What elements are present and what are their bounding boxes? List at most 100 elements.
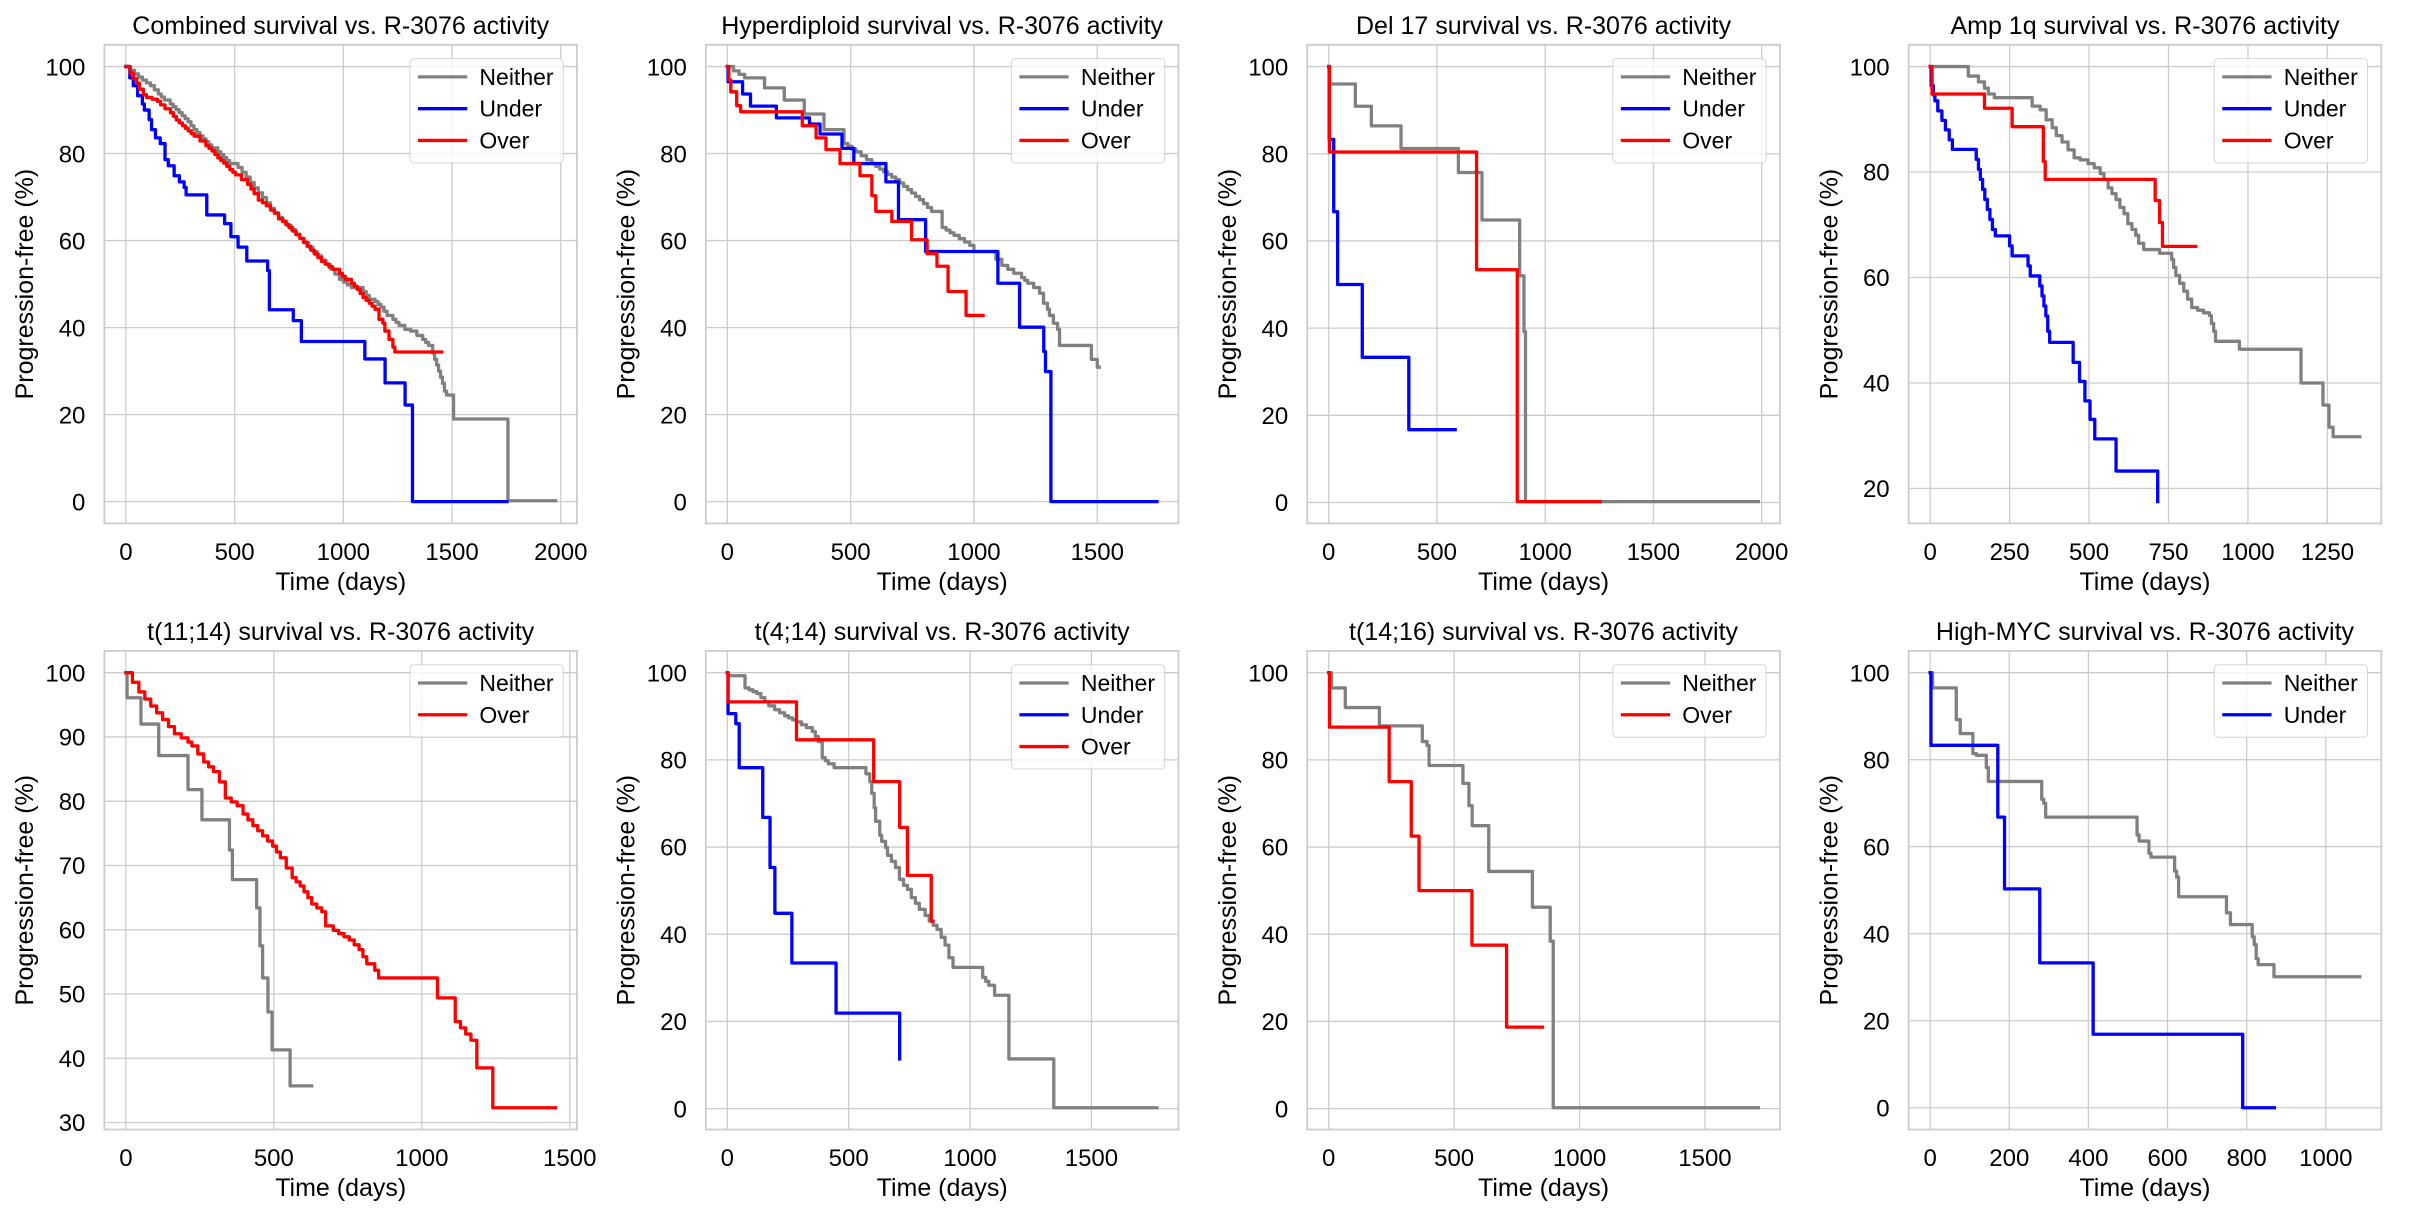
svg-text:1000: 1000	[317, 539, 370, 566]
svg-text:Time (days): Time (days)	[2079, 1174, 2210, 1202]
svg-text:1500: 1500	[1071, 539, 1124, 566]
svg-text:0: 0	[1322, 1145, 1335, 1172]
svg-text:0: 0	[721, 1145, 734, 1172]
svg-text:100: 100	[1850, 54, 1890, 81]
svg-text:20: 20	[1262, 1009, 1289, 1036]
svg-text:Under: Under	[1081, 702, 1144, 728]
svg-text:Under: Under	[2284, 96, 2347, 122]
svg-text:Neither: Neither	[479, 64, 553, 90]
svg-text:500: 500	[1434, 1145, 1474, 1172]
svg-text:t(11;14) survival vs. R-3076 a: t(11;14) survival vs. R-3076 activity	[147, 618, 535, 646]
svg-text:40: 40	[660, 315, 687, 342]
svg-text:Progression-free (%): Progression-free (%)	[1214, 775, 1242, 1006]
svg-text:100: 100	[45, 54, 85, 81]
svg-text:80: 80	[660, 748, 687, 775]
svg-text:100: 100	[647, 54, 687, 81]
svg-text:100: 100	[1248, 660, 1288, 687]
svg-text:800: 800	[2227, 1145, 2267, 1172]
svg-text:0: 0	[119, 539, 132, 566]
svg-text:Neither: Neither	[1081, 670, 1155, 696]
svg-text:500: 500	[829, 1145, 869, 1172]
svg-text:0: 0	[1275, 490, 1288, 517]
svg-text:400: 400	[2068, 1145, 2108, 1172]
svg-text:80: 80	[660, 141, 687, 168]
svg-text:Over: Over	[479, 128, 529, 154]
svg-text:0: 0	[1923, 539, 1936, 566]
svg-text:1500: 1500	[1627, 539, 1680, 566]
svg-text:0: 0	[673, 489, 686, 516]
svg-text:200: 200	[1989, 1145, 2029, 1172]
svg-text:60: 60	[1262, 835, 1289, 862]
svg-text:500: 500	[831, 539, 871, 566]
svg-text:80: 80	[59, 789, 86, 816]
svg-text:40: 40	[59, 1046, 86, 1073]
svg-text:750: 750	[2148, 539, 2188, 566]
svg-text:0: 0	[72, 489, 85, 516]
svg-text:40: 40	[1863, 371, 1890, 398]
svg-text:Over: Over	[2284, 128, 2334, 154]
svg-text:500: 500	[2069, 539, 2109, 566]
svg-text:500: 500	[1417, 539, 1457, 566]
svg-text:0: 0	[1275, 1096, 1288, 1123]
svg-text:Neither: Neither	[1682, 64, 1756, 90]
svg-text:600: 600	[2148, 1145, 2188, 1172]
svg-text:1500: 1500	[1678, 1145, 1731, 1172]
svg-text:20: 20	[1262, 403, 1289, 430]
svg-text:1000: 1000	[2221, 539, 2274, 566]
svg-text:1500: 1500	[425, 539, 478, 566]
svg-text:Progression-free (%): Progression-free (%)	[613, 169, 641, 400]
svg-text:30: 30	[59, 1110, 86, 1137]
svg-text:1000: 1000	[2299, 1145, 2352, 1172]
svg-text:1000: 1000	[395, 1145, 448, 1172]
svg-text:1500: 1500	[1065, 1145, 1118, 1172]
svg-text:100: 100	[647, 660, 687, 687]
svg-text:20: 20	[660, 1009, 687, 1036]
svg-text:90: 90	[59, 725, 86, 752]
svg-text:Progression-free (%): Progression-free (%)	[1214, 169, 1242, 400]
svg-text:1000: 1000	[1518, 539, 1571, 566]
svg-text:Time (days): Time (days)	[877, 568, 1008, 596]
svg-text:Del 17 survival vs. R-3076 act: Del 17 survival vs. R-3076 activity	[1356, 12, 1732, 40]
svg-text:Neither: Neither	[2284, 670, 2358, 696]
svg-text:80: 80	[59, 141, 86, 168]
svg-text:Over: Over	[479, 702, 529, 728]
svg-text:60: 60	[59, 228, 86, 255]
svg-text:Hyperdiploid survival vs. R-30: Hyperdiploid survival vs. R-3076 activit…	[721, 12, 1163, 40]
svg-text:60: 60	[1262, 229, 1289, 256]
svg-text:Time (days): Time (days)	[1478, 568, 1609, 596]
svg-text:Progression-free (%): Progression-free (%)	[613, 775, 641, 1006]
svg-text:2000: 2000	[534, 539, 587, 566]
svg-text:60: 60	[660, 228, 687, 255]
svg-text:1000: 1000	[1553, 1145, 1606, 1172]
svg-text:Time (days): Time (days)	[2079, 568, 2210, 596]
svg-text:250: 250	[1990, 539, 2030, 566]
svg-text:100: 100	[1248, 54, 1288, 81]
svg-text:Over: Over	[1682, 128, 1732, 154]
svg-text:20: 20	[1863, 476, 1890, 503]
svg-text:40: 40	[1863, 921, 1890, 948]
svg-text:20: 20	[59, 402, 86, 429]
svg-text:500: 500	[254, 1145, 294, 1172]
svg-text:Under: Under	[479, 96, 542, 122]
svg-text:High-MYC survival vs. R-3076 a: High-MYC survival vs. R-3076 activity	[1936, 618, 2355, 646]
svg-text:Time (days): Time (days)	[275, 1174, 406, 1202]
svg-text:Progression-free (%): Progression-free (%)	[11, 169, 39, 400]
svg-text:Time (days): Time (days)	[877, 1174, 1008, 1202]
svg-text:1500: 1500	[543, 1145, 596, 1172]
svg-text:Over: Over	[1081, 128, 1131, 154]
svg-text:60: 60	[1863, 265, 1890, 292]
svg-text:Progression-free (%): Progression-free (%)	[11, 775, 39, 1006]
svg-text:1250: 1250	[2301, 539, 2354, 566]
svg-text:60: 60	[1863, 834, 1890, 861]
svg-text:Under: Under	[1682, 96, 1745, 122]
svg-text:t(4;14) survival vs. R-3076 ac: t(4;14) survival vs. R-3076 activity	[755, 618, 1131, 646]
svg-text:100: 100	[1850, 660, 1890, 687]
svg-text:Neither: Neither	[1081, 64, 1155, 90]
svg-text:40: 40	[1262, 316, 1289, 343]
svg-text:t(14;16) survival vs. R-3076 a: t(14;16) survival vs. R-3076 activity	[1349, 618, 1739, 646]
svg-text:Progression-free (%): Progression-free (%)	[1815, 169, 1843, 400]
svg-text:Time (days): Time (days)	[1478, 1174, 1609, 1202]
svg-text:0: 0	[1876, 1095, 1889, 1122]
svg-text:0: 0	[119, 1145, 132, 1172]
svg-text:Time (days): Time (days)	[275, 568, 406, 596]
